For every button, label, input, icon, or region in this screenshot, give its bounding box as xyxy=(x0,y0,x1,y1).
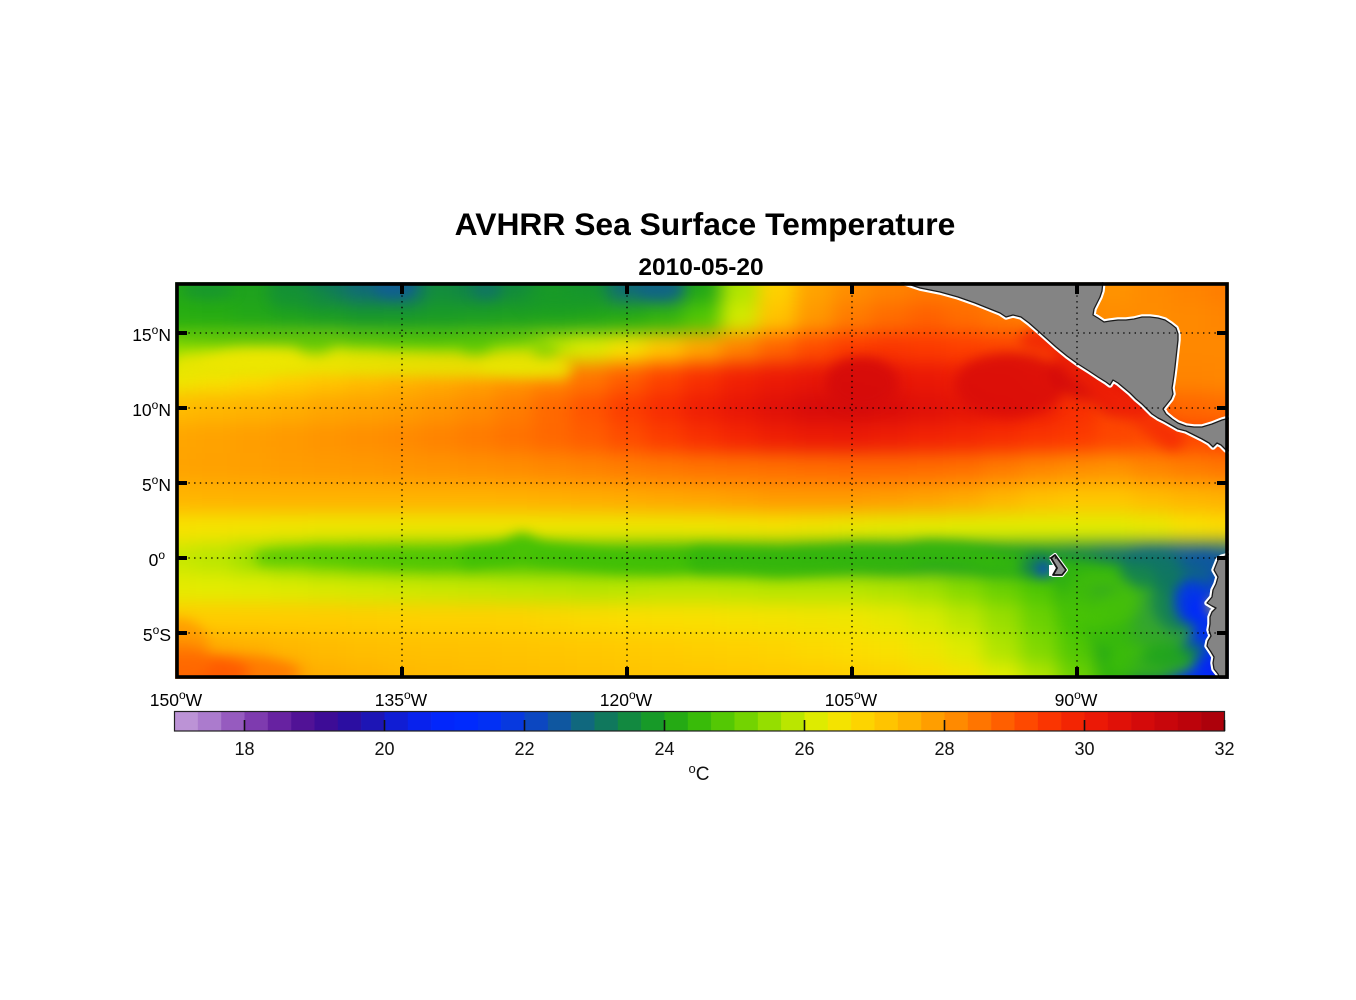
svg-text:120oW: 120oW xyxy=(600,688,653,710)
svg-text:22: 22 xyxy=(514,739,534,759)
svg-text:32: 32 xyxy=(1214,739,1234,759)
svg-text:oC: oC xyxy=(689,761,710,785)
svg-text:20: 20 xyxy=(374,739,394,759)
svg-text:28: 28 xyxy=(934,739,954,759)
svg-text:AVHRR Sea Surface Temperature: AVHRR Sea Surface Temperature xyxy=(455,206,956,242)
svg-text:5oS: 5oS xyxy=(143,623,171,645)
svg-text:26: 26 xyxy=(794,739,814,759)
svg-text:24: 24 xyxy=(654,739,674,759)
svg-text:15oN: 15oN xyxy=(132,323,171,345)
svg-text:135oW: 135oW xyxy=(375,688,428,710)
svg-text:90oW: 90oW xyxy=(1055,688,1098,710)
svg-text:10oN: 10oN xyxy=(132,398,171,420)
svg-text:18: 18 xyxy=(234,739,254,759)
svg-text:150oW: 150oW xyxy=(150,688,203,710)
svg-text:30: 30 xyxy=(1074,739,1094,759)
svg-text:105oW: 105oW xyxy=(825,688,878,710)
svg-text:2010-05-20: 2010-05-20 xyxy=(638,254,763,281)
svg-text:5oN: 5oN xyxy=(142,473,171,495)
